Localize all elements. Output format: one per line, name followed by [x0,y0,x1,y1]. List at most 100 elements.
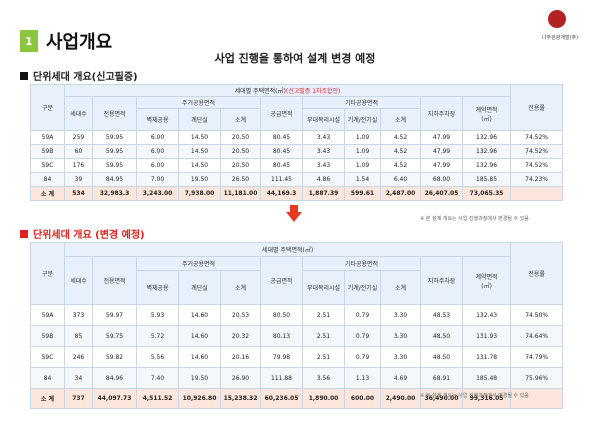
col-supply: 공급면적 [260,96,303,131]
col-contract: 계약면적 (㎡) [461,256,512,305]
col-type: 구분 [30,242,65,305]
table-cell: 85 [64,325,93,347]
section1-title: 단위세대 개요(신고필증) [33,72,138,83]
table-cell: 84.95 [92,172,137,187]
col-exclusive: 전용면적 [92,256,137,305]
table-cell: 20.50 [220,130,261,145]
table-cell: 14.50 [178,144,221,159]
table-cell: 59.95 [92,130,137,145]
table-cell: 80.13 [260,325,303,347]
table-cell: 2.51 [302,304,345,326]
table-cell: 79.98 [260,346,303,368]
table-cell: 59.95 [92,144,137,159]
table-row: 59C 246 59.82 5.56 14.60 20.16 79.98 2.51 0.79 3.… [30,346,564,368]
table-cell: 59A [30,304,65,326]
table-cell: 7,938.00 [178,186,221,201]
table-cell: 176 [64,158,93,173]
table-cell: 48.50 [420,346,463,368]
table-cell: 259 [64,130,93,145]
table-cell: 14.50 [178,130,221,145]
col-wall-common: 벽체공용 [136,108,179,131]
table-cell: 15,238.32 [220,388,261,409]
table-cell: 131.78 [461,346,512,368]
col-other-subtotal: 소계 [380,270,421,305]
table-cell: 48.50 [420,325,463,347]
table-cell: 59C [30,346,65,368]
table-cell: 26.90 [220,367,261,389]
table-cell: 74.50% [510,304,564,326]
table-cell: 59C [30,158,65,173]
page-subtitle: 사업 진행을 통하여 설계 변경 예정 [214,52,376,65]
col-households: 세대수 [64,96,93,131]
col-stairs: 계단실 [178,108,221,131]
table-cell: 75.96% [510,367,564,389]
table-row: 84 39 84.95 7.00 19.50 26.50 111.45 4.86 1.54 6.4… [30,172,564,187]
table-cell: 132.96 [461,158,512,173]
table-cell: 246 [64,346,93,368]
table-cell: 5.72 [136,325,179,347]
col-subtotal: 소계 [220,270,261,305]
table-cell: 600.00 [344,388,381,409]
table-cell: 7.40 [136,367,179,389]
table-cell: 73,065.35 [461,186,512,201]
table-cell: 59.82 [92,346,137,368]
table-cell: 2.51 [302,346,345,368]
table-cell: 80.45 [260,158,303,173]
table-cell: 4.69 [380,367,421,389]
table-cell: 44,169.3 [260,186,303,201]
table-cell: 3.30 [380,304,421,326]
table-cell: 59B [30,325,65,347]
table-cell: 11,181.00 [220,186,261,201]
table-cell: 3.43 [302,144,345,159]
logo-text: 나주관광개발(주) [541,35,579,41]
table-cell [510,388,564,409]
col-households: 세대수 [64,256,93,305]
company-logo: 나주관광개발(주) [540,10,578,44]
table-row: 59C 176 59.95 6.00 14.50 20.50 80.45 3.43 1.09 4.… [30,158,564,173]
table-cell: 84.96 [92,367,137,389]
col-exclusive: 전용면적 [92,96,137,131]
table-cell: 2,490.00 [380,388,421,409]
table-cell: 80.45 [260,144,303,159]
table-cell: 4.52 [380,130,421,145]
table1-note: ※ 본 설계 개요는 사업 진행과정에서 변경될 수 있음 [420,216,529,222]
table-cell: 111.88 [260,367,303,389]
col-exclusive-rate: 전용률 [510,242,564,305]
table-cell: 7.00 [136,172,179,187]
table-cell: 소 계 [30,186,65,201]
table-cell: 10,926.80 [178,388,221,409]
col-electrical: 기계/전기실 [344,108,381,131]
table-cell: 20.53 [220,304,261,326]
col-other-common: 기타공용면적 [302,96,421,109]
table-cell: 6.00 [136,158,179,173]
table-cell: 59B [30,144,65,159]
table-cell: 6.00 [136,130,179,145]
table-cell: 6.00 [136,144,179,159]
table-cell: 534 [64,186,93,201]
table-cell: 5.56 [136,346,179,368]
table-cell: 14.60 [178,325,221,347]
table-cell: 2,487.00 [380,186,421,201]
table-cell: 59A [30,130,65,145]
table-cell: 737 [64,388,93,409]
col-electrical: 기계/전기실 [344,270,381,305]
table-cell: 26,407.05 [420,186,463,201]
table-cell: 47.99 [420,130,463,145]
table-cell: 84 [30,172,65,187]
table-cell: 4.86 [302,172,345,187]
down-arrow-icon [286,212,302,222]
table-cell: 47.99 [420,158,463,173]
col-residential-common: 주거공용면적 [136,96,261,109]
table-row: 59B 60 59.95 6.00 14.50 20.50 80.45 3.43 1.09 4.5… [30,144,564,159]
table-cell: 59.97 [92,304,137,326]
table-cell: 3.43 [302,158,345,173]
table-cell: 3.30 [380,346,421,368]
table-cell: 185.48 [461,367,512,389]
table-cell: 131.93 [461,325,512,347]
arrow-stem [290,205,298,212]
table-row: 84 34 84.96 7.40 19.50 26.90 111.88 3.56 1.13 4.6… [30,367,564,389]
table-cell: 80.50 [260,304,303,326]
table-cell: 14.60 [178,304,221,326]
table-cell: 20.16 [220,346,261,368]
col-unit-area-group: 세대별 주택면적(㎡)(신고필증 1차조합안) [63,84,512,97]
